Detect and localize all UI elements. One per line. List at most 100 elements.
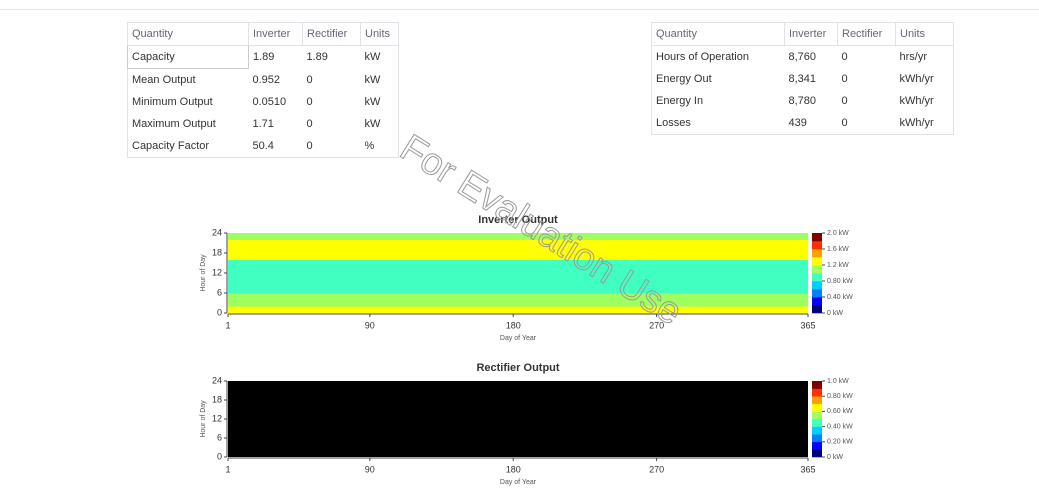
heat-row (228, 283, 808, 287)
table-cell: 1.71 (252, 118, 274, 130)
colorbar-swatch (812, 403, 822, 412)
table-cell: 0 (306, 140, 313, 152)
colorbar-swatch (812, 449, 822, 458)
heat-row (228, 233, 808, 237)
table-cell: Minimum Output (132, 96, 213, 108)
colorbar-label: 0.60 kW (827, 408, 853, 415)
colorbar-label: 0.80 kW (827, 278, 853, 285)
column-header: Quantity (127, 22, 249, 46)
y-axis-label: Hour of Day (200, 254, 207, 292)
table-cell: 0 (841, 51, 848, 63)
table-cell: % (364, 140, 375, 152)
header-row: Quantity Inverter Rectifier Units (651, 22, 954, 46)
heat-row (228, 256, 808, 260)
plot-area (228, 381, 808, 457)
y-tick-label: 24 (212, 227, 222, 237)
table-row: Minimum Output 0.0510 0 kW (128, 91, 399, 113)
colorbar-label: 0.80 kW (827, 393, 853, 400)
y-axis-label: Hour of Day (200, 400, 207, 438)
table-cell: 50.4 (252, 140, 274, 152)
colorbar-label: 0 kW (827, 310, 843, 317)
table-row: Hours of Operation 8,760 0 hrs/yr (652, 46, 954, 69)
table-cell: 439 (788, 117, 807, 129)
colorbar-label: 0.40 kW (827, 423, 853, 430)
colorbar-label: 2.0 kW (827, 230, 849, 237)
heat-row (228, 296, 808, 300)
table-cell: hrs/yr (899, 51, 928, 63)
heat-row (228, 269, 808, 274)
y-tick-label: 6 (217, 287, 222, 297)
colorbar-label: 1.6 kW (827, 246, 849, 253)
heat-row (228, 236, 808, 240)
colorbar-swatch (812, 411, 822, 420)
table-cell: 8,341 (788, 73, 817, 85)
heat-row (228, 306, 808, 310)
table-cell: Mean Output (132, 74, 196, 86)
x-tick-label: 90 (365, 464, 375, 474)
table-cell: 0 (306, 73, 313, 86)
colorbar-swatch (812, 281, 822, 290)
y-tick-label: 18 (212, 394, 222, 404)
x-tick-label: 270 (649, 320, 664, 330)
heat-row (228, 246, 808, 250)
colorbar-swatch (812, 289, 822, 298)
colorbar-swatch (812, 241, 822, 250)
y-tick-label: 0 (217, 451, 222, 461)
heat-row (228, 303, 808, 307)
table-cell: 0.952 (252, 73, 281, 86)
divider (0, 9, 1039, 10)
colorbar-swatch (812, 381, 822, 389)
colorbar-swatch (812, 396, 822, 405)
colorbar-swatch (812, 273, 822, 282)
table-cell: 0.0510 (252, 96, 287, 108)
table-cell: 0 (306, 118, 313, 130)
table-cell: 8,780 (788, 95, 817, 107)
x-tick-label: 270 (649, 464, 664, 474)
table-cell: kW (364, 51, 381, 64)
table-cell: Energy In (656, 95, 704, 107)
table-cell: kWh/yr (899, 95, 934, 107)
column-header: Units (895, 22, 954, 46)
table-cell: 0 (841, 73, 848, 85)
heat-row (228, 259, 808, 264)
table-cell: Losses (656, 117, 691, 129)
x-tick-label: 365 (800, 464, 815, 474)
table-cell: 1.89 (306, 51, 328, 64)
colorbar-swatch (812, 388, 822, 397)
x-tick-label: 365 (800, 320, 815, 330)
header-row: Quantity Inverter Rectifier Units (127, 22, 399, 46)
results-table: Quantity Inverter Rectifier Units Hours of O… (651, 22, 954, 135)
colorbar-swatch (812, 257, 822, 266)
heat-row (228, 253, 808, 257)
table-cell: kW (364, 118, 381, 130)
column-header: Rectifier (302, 22, 361, 46)
heat-row (228, 289, 808, 294)
colorbar-swatch (812, 419, 822, 427)
heat-row (228, 243, 808, 247)
y-tick-label: 12 (212, 267, 222, 277)
colorbar-swatch (812, 233, 822, 242)
column-header: Quantity (651, 22, 785, 46)
table-row: Maximum Output 1.71 0 kW (128, 113, 399, 135)
table-row: Losses 439 0 kWh/yr (652, 112, 954, 135)
heat-row (228, 276, 808, 280)
colorbar-swatch (812, 434, 822, 443)
table-cell: 0 (841, 117, 848, 129)
y-tick-label: 6 (217, 432, 222, 442)
heat-row (228, 293, 808, 297)
colorbar-label: 0 kW (827, 454, 843, 461)
table-cell: Capacity Factor (132, 140, 210, 152)
column-header: Rectifier (837, 22, 896, 46)
x-tick-label: 1 (225, 464, 230, 474)
heat-row (228, 279, 808, 284)
table-cell: 8,760 (788, 51, 817, 63)
x-tick-label: 90 (365, 320, 375, 330)
table-row: Energy Out 8,341 0 kWh/yr (652, 68, 954, 90)
table-cell: kWh/yr (899, 73, 934, 85)
table-cell: Capacity (127, 45, 249, 69)
table-row: Energy In 8,780 0 kWh/yr (652, 90, 954, 112)
table-cell: kW (364, 73, 381, 86)
table-cell: kW (364, 96, 381, 108)
